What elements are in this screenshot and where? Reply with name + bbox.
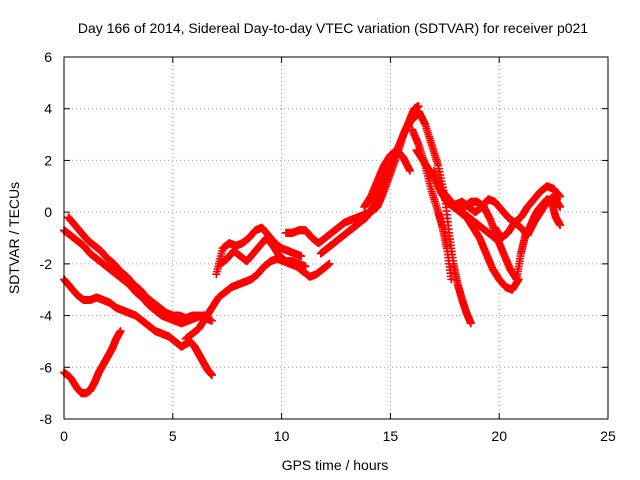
series-trace-5 [177, 337, 216, 380]
data-point [447, 275, 456, 284]
axis-ticks: 0 5 10 15 20 25 -8 -6 -4 -2 0 2 4 6 [40, 49, 616, 444]
data-point [405, 166, 414, 175]
x-tick-label: 5 [169, 428, 177, 444]
x-tick-label: 20 [491, 428, 507, 444]
y-tick-label: 2 [44, 152, 52, 168]
series-trace-8 [216, 234, 310, 271]
data-point [556, 221, 565, 230]
series-trace-11 [360, 146, 414, 211]
series-trace-17 [451, 182, 565, 227]
series-trace-14 [412, 146, 499, 242]
data-point [116, 327, 125, 336]
data-points [60, 102, 565, 398]
x-tick-label: 15 [383, 428, 399, 444]
x-axis-label: GPS time / hours [282, 457, 389, 473]
series-trace-3 [60, 275, 186, 351]
series-trace-6 [181, 254, 334, 343]
series-trace-4 [60, 327, 125, 398]
x-tick-label: 10 [274, 428, 290, 444]
y-tick-label: -4 [40, 308, 53, 324]
plot-frame [63, 56, 609, 420]
data-point [301, 262, 310, 271]
x-tick-label: 0 [60, 428, 68, 444]
data-point [207, 316, 216, 325]
series-trace-2 [64, 213, 216, 325]
data-point [466, 319, 475, 328]
series-trace-10 [316, 109, 423, 258]
data-point [297, 252, 306, 261]
y-tick-label: 4 [44, 101, 52, 117]
y-tick-label: 6 [44, 49, 52, 65]
y-axis-label: SDTVAR / TECUs [6, 182, 22, 294]
y-tick-label: 0 [44, 204, 52, 220]
data-point [556, 202, 565, 211]
y-tick-label: -2 [40, 256, 53, 272]
series-trace-19 [512, 195, 565, 284]
y-tick-label: -6 [40, 359, 53, 375]
series-trace-16 [434, 182, 521, 284]
data-point [325, 259, 334, 268]
x-tick-label: 25 [600, 428, 616, 444]
data-point [207, 371, 216, 380]
y-tick-label: -8 [40, 411, 53, 427]
chart-title: Day 166 of 2014, Sidereal Day-to-day VTE… [78, 20, 588, 36]
